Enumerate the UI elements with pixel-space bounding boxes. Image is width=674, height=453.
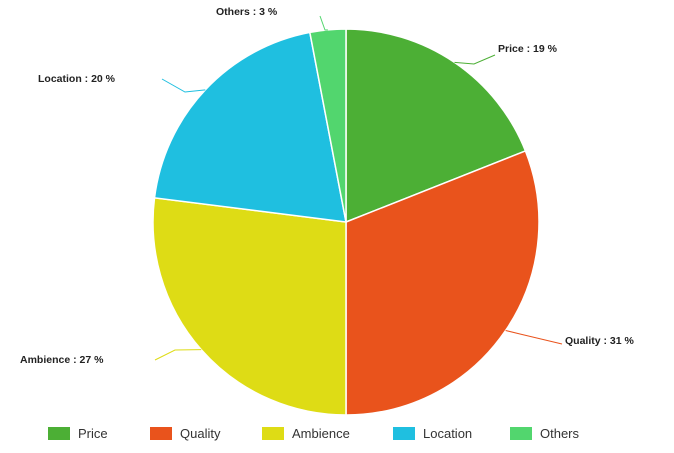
- legend-item-price[interactable]: Price: [48, 426, 108, 441]
- pie-slice-quality[interactable]: [345, 149, 540, 416]
- legend-label-location: Location: [423, 426, 472, 441]
- legend-swatch-others: [510, 427, 532, 440]
- legend-item-others[interactable]: Others: [510, 426, 580, 441]
- legend-label-quality: Quality: [180, 426, 221, 441]
- legend-swatch-quality: [150, 427, 172, 440]
- legend-label-others: Others: [540, 426, 580, 441]
- slice-label-others: Others : 3 %: [216, 6, 278, 18]
- legend-item-quality[interactable]: Quality: [150, 426, 221, 441]
- connector-line-quality: [505, 329, 563, 345]
- legend-label-ambience: Ambience: [292, 426, 350, 441]
- connector-line-location: [161, 78, 206, 93]
- legend-swatch-price: [48, 427, 70, 440]
- legend-swatch-ambience: [262, 427, 284, 440]
- pie-slice-ambience[interactable]: [152, 196, 347, 416]
- connector-line-price: [454, 54, 496, 65]
- slice-label-quality: Quality : 31 %: [565, 335, 635, 347]
- legend-label-price: Price: [78, 426, 108, 441]
- legend-item-ambience[interactable]: Ambience: [262, 426, 350, 441]
- pie-slice-location[interactable]: [153, 31, 347, 223]
- slice-label-location: Location : 20 %: [38, 73, 116, 85]
- legend-item-location[interactable]: Location: [393, 426, 472, 441]
- slice-label-price: Price : 19 %: [498, 43, 558, 55]
- legend-swatch-location: [393, 427, 415, 440]
- slice-label-ambience: Ambience : 27 %: [20, 354, 104, 366]
- connector-line-others: [319, 15, 328, 31]
- connector-line-ambience: [154, 349, 202, 361]
